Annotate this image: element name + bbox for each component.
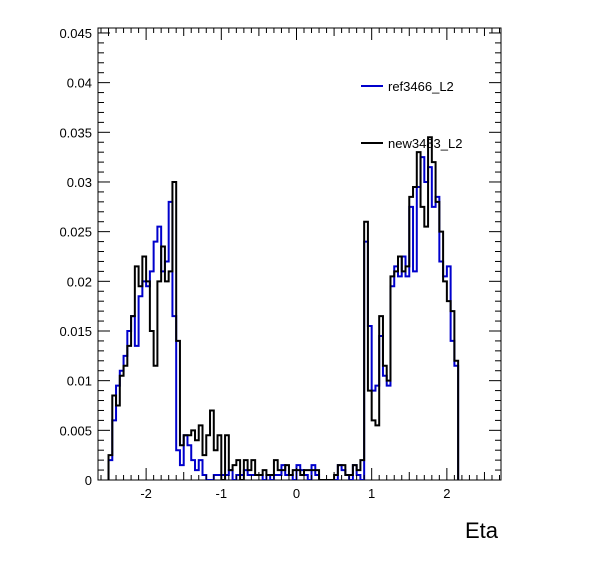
legend-entry-new3483_L2: new3483_L2 xyxy=(361,136,462,151)
y-tick-label: 0.035 xyxy=(59,125,92,140)
y-tick-label: 0 xyxy=(85,473,92,488)
legend-label: ref3466_L2 xyxy=(388,79,454,94)
legend-entry-ref3466_L2: ref3466_L2 xyxy=(361,79,454,94)
plot-frame xyxy=(97,27,502,481)
y-tick-label: 0.03 xyxy=(67,175,92,190)
y-tick-label: 0.04 xyxy=(67,76,92,91)
y-tick-label: 0.01 xyxy=(67,374,92,389)
x-tick-label: 2 xyxy=(443,486,450,501)
y-tick-label: 0.045 xyxy=(59,26,92,41)
y-tick-label: 0.025 xyxy=(59,225,92,240)
series-new3483_L2 xyxy=(107,136,460,480)
legend: ref3466_L2 new3483_L2 xyxy=(361,79,462,151)
y-tick-label: 0.005 xyxy=(59,423,92,438)
x-tick-label: 1 xyxy=(368,486,375,501)
x-axis-label: Eta xyxy=(465,518,499,543)
x-tick-label: -2 xyxy=(140,486,152,501)
y-tick-label: 0.015 xyxy=(59,324,92,339)
series-layer xyxy=(107,136,460,480)
y-axis: 0 0.005 0.01 0.015 0.02 0.025 0.03 0.035 0.04 0.0… xyxy=(59,26,501,488)
legend-label: new3483_L2 xyxy=(388,136,462,151)
x-tick-label: 0 xyxy=(293,486,300,501)
y-tick-label: 0.02 xyxy=(67,274,92,289)
x-tick-label: -1 xyxy=(216,486,228,501)
x-axis: -2 -1 0 1 2 xyxy=(100,28,500,501)
series-line-new3483_L2 xyxy=(107,136,460,480)
